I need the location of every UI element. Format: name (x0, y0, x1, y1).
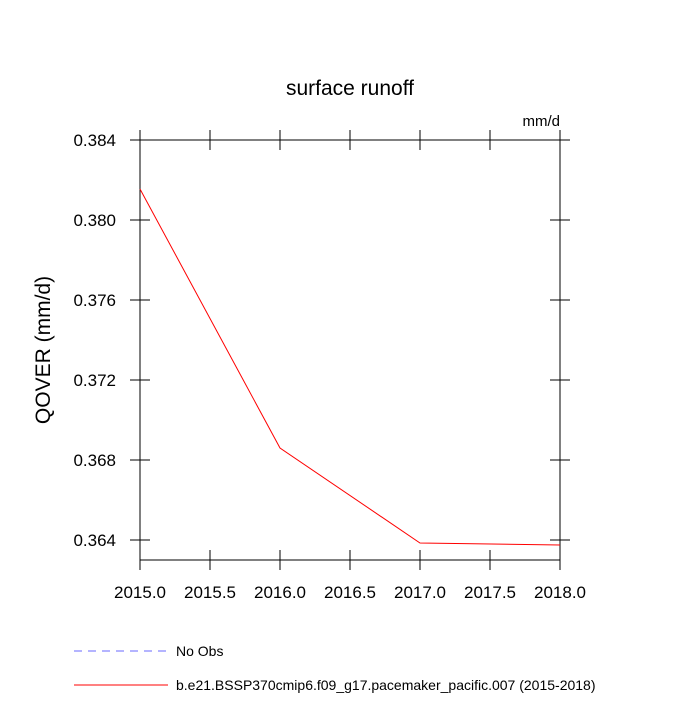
x-tick-label: 2015.0 (114, 583, 166, 602)
y-tick-label: 0.380 (73, 211, 116, 230)
y-tick-label: 0.376 (73, 291, 116, 310)
x-tick-label: 2017.0 (394, 583, 446, 602)
x-tick-label: 2018.0 (534, 583, 586, 602)
units-label: mm/d (523, 113, 561, 130)
legend-label: No Obs (176, 643, 223, 659)
chart-title: surface runoff (286, 77, 414, 100)
legend-label: b.e21.BSSP370cmip6.f09_g17.pacemaker_pac… (176, 677, 596, 693)
y-tick-label: 0.384 (73, 131, 116, 150)
y-tick-label: 0.372 (73, 371, 116, 390)
series-line (139, 188, 561, 546)
x-tick-label: 2016.5 (324, 583, 376, 602)
y-tick-label: 0.364 (73, 531, 116, 550)
x-tick-label: 2017.5 (464, 583, 516, 602)
x-tick-label: 2016.0 (254, 583, 306, 602)
x-tick-label: 2015.5 (184, 583, 236, 602)
y-axis-label: QOVER (mm/d) (32, 276, 55, 424)
y-tick-label: 0.368 (73, 451, 116, 470)
